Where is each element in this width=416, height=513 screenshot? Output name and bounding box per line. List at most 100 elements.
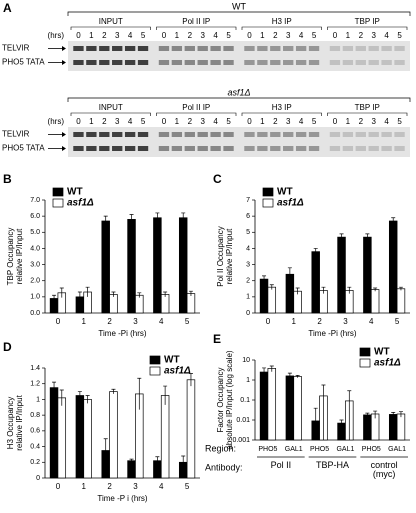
gel-band [99, 146, 110, 151]
bar [396, 288, 406, 314]
lane-label: 2 [359, 117, 364, 126]
panel-label: B [3, 172, 12, 186]
x-tick-label: GAL1 [336, 446, 354, 453]
x-tick-label: 3 [133, 482, 138, 491]
gel-band [171, 146, 183, 151]
gel-band [308, 46, 320, 51]
gel-band [99, 46, 110, 51]
lane-label: 1 [89, 31, 94, 40]
gel-band [244, 60, 255, 65]
gel-band [86, 60, 97, 65]
group-bracket [327, 26, 408, 30]
bracket [67, 11, 411, 16]
gel-band [394, 46, 405, 51]
legend-swatch [359, 358, 371, 368]
gel-band [283, 46, 294, 51]
x-axis-label: Time -Pi (hrs) [308, 329, 356, 338]
lane-label: 0 [333, 117, 338, 126]
lane-label: 2 [273, 31, 278, 40]
strain-label: WT [232, 1, 246, 11]
lane-label: 2 [359, 31, 364, 40]
bar [135, 294, 144, 314]
lane-label: 0 [247, 117, 252, 126]
legend-label: WT [67, 187, 83, 198]
group-bracket [241, 112, 322, 116]
bar [363, 414, 372, 441]
bar [396, 413, 406, 441]
x-tick-label: 2 [317, 317, 322, 326]
x-axis-label: Time -P i (hrs) [97, 494, 148, 503]
bar [127, 219, 136, 314]
y-tick-label: 0.001 [232, 437, 250, 444]
gel-band [210, 132, 221, 137]
gel-band [381, 132, 392, 137]
lane-label: 3 [115, 117, 120, 126]
bar [293, 290, 302, 314]
legend-swatch [262, 198, 274, 208]
x-tick-label: GAL1 [388, 446, 406, 453]
lane-label: 4 [384, 117, 389, 126]
gel-band [381, 46, 392, 51]
gel-band [329, 146, 341, 151]
error-bar [373, 410, 378, 419]
lane-label: 4 [128, 31, 133, 40]
lane-label: 2 [273, 117, 278, 126]
gel-band [137, 146, 149, 151]
gel-band [329, 60, 341, 65]
error-bar [85, 286, 90, 297]
bar [267, 368, 277, 441]
x-tick-label: 1 [82, 317, 87, 326]
gel-band [295, 146, 307, 151]
error-bar [313, 248, 318, 255]
group-bracket [241, 26, 322, 30]
gel-band [368, 46, 379, 51]
bar [75, 395, 85, 479]
bar [319, 290, 328, 314]
lane-label: 3 [371, 117, 376, 126]
gel-image [68, 127, 410, 157]
gel-band [394, 132, 405, 137]
lane-label: 2 [188, 31, 193, 40]
y-tick-label: 0.1 [240, 397, 250, 404]
bar [337, 236, 346, 314]
gel-band [381, 146, 392, 151]
panel-label: C [213, 172, 222, 186]
lane-label: 2 [102, 31, 107, 40]
gel-band [368, 132, 379, 137]
error-bar [373, 287, 378, 292]
row-label: PHO5 TATA [2, 144, 45, 153]
lane-label: 0 [162, 117, 167, 126]
gel-band [308, 132, 320, 137]
lane-label: 4 [384, 31, 389, 40]
y-axis-label: Factor Occupancy [216, 368, 225, 433]
error-bar [313, 407, 318, 440]
x-tick-label: 5 [185, 482, 190, 491]
lane-label: 1 [175, 31, 180, 40]
lane-label: 5 [312, 117, 317, 126]
time-label: (hrs) [48, 117, 65, 126]
error-bar [391, 412, 396, 418]
error-bar [129, 214, 134, 225]
gel-band [210, 60, 221, 65]
row-label: TELVIR [2, 130, 30, 139]
error-bar [347, 390, 352, 440]
gel-band [257, 60, 268, 65]
error-bar [339, 419, 344, 428]
lane-label: 3 [115, 31, 120, 40]
error-bar [262, 275, 267, 283]
gel-band [124, 146, 136, 151]
lane-group-label: Pol II IP [182, 103, 210, 112]
row-label: TELVIR [2, 44, 30, 53]
lane-label: 5 [397, 31, 402, 40]
y-tick-label: 1 [246, 294, 250, 301]
lane-label: 1 [175, 117, 180, 126]
x-tick-label: PHO5 [310, 446, 329, 453]
group-bracket [156, 112, 237, 116]
y-tick-label: 4 [246, 245, 250, 252]
error-bar [269, 284, 274, 290]
gel-band [137, 60, 149, 65]
gel-band [86, 146, 97, 151]
error-bar [137, 377, 142, 410]
group-bracket [70, 112, 151, 116]
lane-label: 0 [162, 31, 167, 40]
